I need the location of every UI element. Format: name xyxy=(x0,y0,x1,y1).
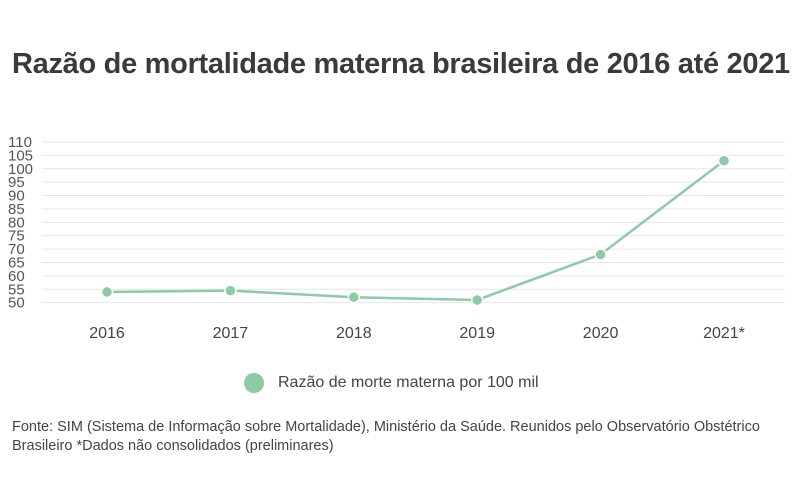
data-point[interactable] xyxy=(470,293,484,307)
data-point[interactable] xyxy=(100,285,114,299)
y-tick-label: 95 xyxy=(8,174,25,191)
y-tick-label: 100 xyxy=(8,161,33,178)
series-line xyxy=(106,159,725,302)
data-point[interactable] xyxy=(347,291,361,304)
data-point[interactable] xyxy=(594,248,607,261)
x-axis-ticks: 2016 2017 2018 2019 2020 2021* xyxy=(89,325,745,342)
y-tick-label: 50 xyxy=(8,295,25,312)
y-tick-label: 60 xyxy=(8,268,25,285)
y-tick-label: 75 xyxy=(8,228,25,245)
x-tick-label: 2019 xyxy=(459,325,495,342)
x-tick-label: 2020 xyxy=(583,325,619,342)
y-tick-label: 110 xyxy=(8,134,32,151)
x-tick-label: 2016 xyxy=(89,325,125,342)
grid-layer xyxy=(42,141,785,304)
x-tick-label: 2021* xyxy=(703,325,745,342)
x-tick-label: 2017 xyxy=(213,325,249,342)
y-tick-label: 55 xyxy=(8,281,25,298)
y-tick-label: 80 xyxy=(8,214,25,231)
legend: Razão de morte materna por 100 mil xyxy=(244,373,539,393)
y-tick-label: 90 xyxy=(8,188,25,205)
series-line-layer xyxy=(106,159,725,302)
y-tick-label: 70 xyxy=(8,241,25,258)
source-note: Fonte: SIM (Sistema de Informação sobre … xyxy=(12,419,760,454)
chart-title: Razão de mortalidade materna brasileira … xyxy=(12,48,790,80)
series-points-layer xyxy=(100,154,731,307)
y-tick-label: 105 xyxy=(8,147,33,164)
data-point[interactable] xyxy=(224,284,237,297)
legend-label: Razão de morte materna por 100 mil xyxy=(278,374,539,391)
x-tick-label: 2018 xyxy=(336,325,372,342)
y-tick-label: 65 xyxy=(8,254,25,271)
y-tick-label: 85 xyxy=(8,201,25,218)
legend-swatch-icon xyxy=(244,373,264,393)
data-point[interactable] xyxy=(717,154,731,167)
